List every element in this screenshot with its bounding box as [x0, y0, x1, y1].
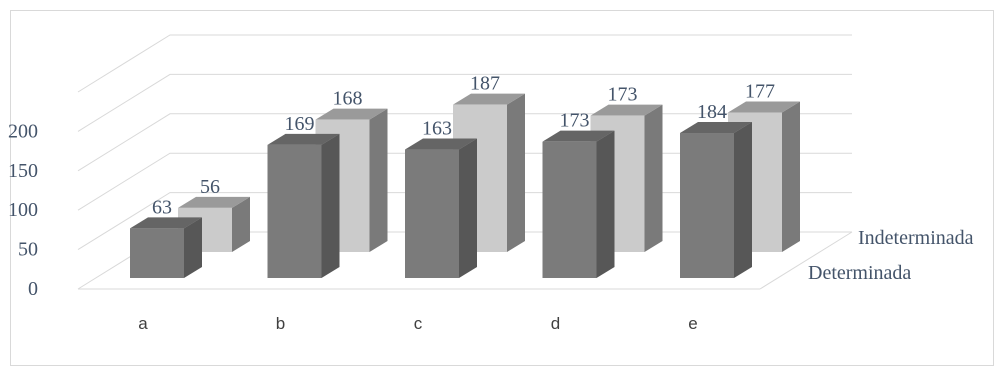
category-label: a	[138, 314, 148, 333]
bar-side-1-2	[507, 93, 525, 252]
series-label-determinada: Determinada	[808, 262, 911, 284]
bar-top-0-4	[680, 122, 752, 134]
bar-side-1-4	[782, 101, 800, 252]
data-label: 184	[697, 101, 727, 123]
bar-side-0-1	[321, 133, 340, 278]
data-label: 56	[200, 176, 220, 198]
bar-top-1-1	[315, 108, 388, 120]
bar-top-0-1	[267, 133, 340, 145]
gridline-4	[77, 73, 852, 132]
data-label: 173	[608, 84, 638, 106]
y-tick-label: 200	[8, 120, 38, 142]
bar-0-2	[405, 149, 459, 278]
bar-top-1-4	[728, 101, 800, 113]
bar-side-0-0	[184, 217, 202, 278]
y-tick-label: 0	[28, 278, 38, 300]
bar-0-4	[680, 133, 734, 278]
category-label: b	[276, 314, 285, 333]
bar-0-1	[267, 144, 322, 278]
bar-side-1-3	[644, 104, 663, 253]
gridline-5	[77, 34, 852, 93]
bar-side-1-1	[369, 108, 388, 252]
bar-0-0	[130, 228, 184, 278]
category-label: e	[688, 314, 697, 333]
bar-top-0-3	[542, 130, 615, 142]
data-label: 63	[152, 196, 172, 218]
y-tick-label: 50	[18, 239, 38, 261]
bar-top-0-0	[130, 217, 202, 229]
bar-top-0-2	[405, 138, 477, 150]
data-label: 163	[422, 118, 452, 140]
floor-side-edge	[759, 231, 853, 290]
data-label: 177	[745, 81, 775, 103]
bar-side-0-4	[734, 122, 752, 279]
bar-top-1-0	[178, 196, 250, 208]
category-label: c	[414, 314, 423, 333]
data-label: 169	[285, 113, 315, 135]
bar-0-3	[542, 141, 597, 278]
data-label: 173	[560, 110, 590, 132]
series-label-indeterminada: Indeterminada	[858, 227, 974, 249]
bar-top-1-3	[590, 104, 663, 116]
bar-side-0-3	[596, 130, 615, 278]
bar-side-1-0	[232, 196, 250, 252]
data-label: 187	[470, 73, 500, 95]
bar-side-0-2	[459, 138, 477, 278]
category-label: d	[551, 314, 560, 333]
y-tick-label: 100	[8, 199, 38, 221]
bar-top-1-2	[453, 93, 525, 105]
y-tick-label: 150	[8, 160, 38, 182]
data-label: 168	[333, 88, 363, 110]
